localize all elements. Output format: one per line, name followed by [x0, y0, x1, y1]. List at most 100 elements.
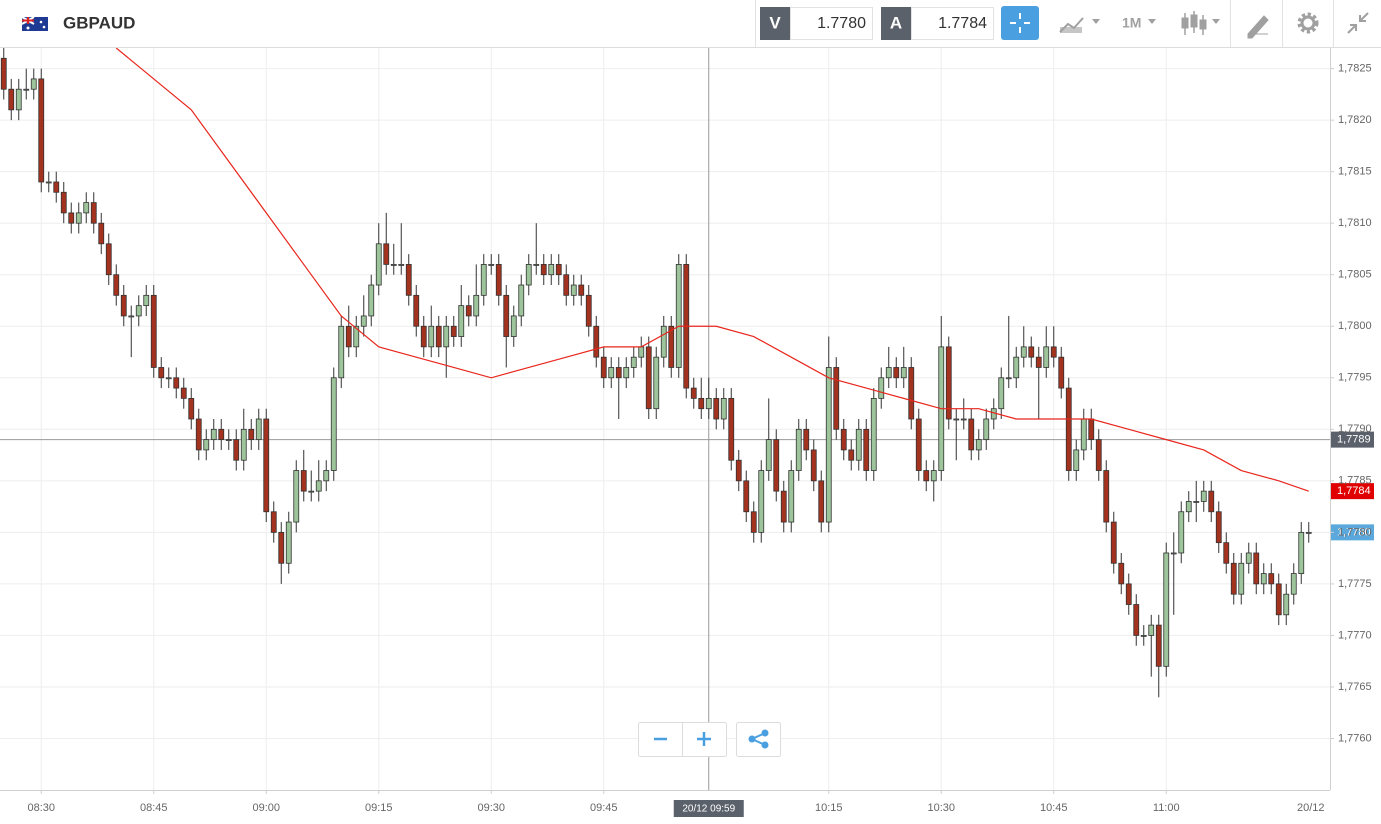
candle-body [480, 264, 487, 296]
candle-body [413, 294, 420, 327]
candle-body [1103, 470, 1110, 523]
candle-style-menu[interactable] [1181, 11, 1220, 35]
timeframe: 1M [1122, 15, 1141, 31]
candle-body [803, 428, 810, 451]
candle-body [383, 243, 390, 265]
candle-body [863, 428, 870, 471]
candle-body [1073, 449, 1080, 471]
crosshair-toggle[interactable] [1001, 6, 1039, 40]
share[interactable] [736, 722, 781, 757]
candle-body [893, 367, 900, 379]
y-tick-label: 1,7765 [1338, 681, 1372, 693]
zoom-controls [638, 722, 781, 757]
candle-body [1155, 624, 1162, 667]
candle-body [1193, 501, 1200, 503]
x-tick-label: 08:30 [27, 802, 55, 814]
candle-body [158, 367, 165, 379]
candle-body [525, 264, 532, 286]
candle-body [60, 191, 67, 214]
candle-body [1238, 562, 1245, 595]
candle-body [968, 418, 975, 451]
candle-body [360, 315, 367, 327]
candle-body [150, 294, 157, 368]
candle-body [1305, 531, 1312, 534]
candle-body [315, 480, 322, 492]
candle-body [353, 325, 360, 348]
candle-body [128, 315, 135, 318]
candle-body [758, 470, 765, 533]
candle-body [960, 418, 967, 421]
candle-body [390, 264, 397, 266]
candle-body [45, 181, 52, 184]
candle-body [1268, 573, 1275, 585]
candle-body [1058, 356, 1065, 389]
candle-body [1170, 552, 1177, 555]
candle-body [563, 274, 570, 296]
candle-body [735, 459, 742, 482]
candle-body [495, 264, 502, 296]
candle-body [1260, 573, 1267, 585]
y-tick-label: 1,7775 [1338, 578, 1372, 590]
candle-body [788, 470, 795, 523]
candle-body [300, 470, 307, 492]
candle-body [38, 78, 45, 183]
candle-body [638, 346, 645, 358]
candle-body [210, 428, 217, 441]
candle-body [240, 428, 247, 461]
candle-body [540, 264, 547, 276]
candle-body [885, 367, 892, 379]
candle-body [23, 88, 30, 91]
candle-body [1298, 531, 1305, 574]
candle-body [698, 397, 705, 410]
fullscreen[interactable] [1347, 12, 1369, 34]
candle-body [653, 356, 660, 410]
candle-body [1140, 635, 1147, 637]
candle-body [1178, 511, 1185, 554]
buy-button[interactable]: A 1.7784 [881, 7, 994, 40]
candle-body [660, 325, 667, 358]
candle-body [1028, 346, 1035, 358]
candle-body [570, 284, 577, 296]
candle-body [0, 57, 7, 90]
candle-body [458, 305, 465, 337]
y-tick-label: 1,7810 [1338, 217, 1372, 229]
y-tick-label: 1,7785 [1338, 475, 1372, 487]
candle-body [728, 397, 735, 461]
candle-body [833, 367, 840, 430]
y-tick-label: 1,7820 [1338, 114, 1372, 126]
candle-body [420, 325, 427, 348]
candle-body [945, 346, 952, 420]
candle-body [1245, 552, 1252, 564]
flag [21, 16, 48, 31]
candle-body [8, 88, 15, 111]
zoom-out[interactable] [639, 723, 682, 756]
candle-body [593, 325, 600, 358]
y-tick-label: 1,7805 [1338, 269, 1372, 281]
candle-body [68, 212, 75, 224]
x-tick-label: 10:30 [927, 802, 955, 814]
candle-body [623, 367, 630, 379]
settings[interactable] [1297, 12, 1319, 34]
candle-body [915, 418, 922, 471]
chart-type-menu[interactable] [1059, 17, 1100, 33]
zoom-in[interactable] [683, 723, 726, 756]
candle-body [450, 325, 457, 337]
candle-body [1080, 418, 1087, 451]
candle-body [668, 325, 675, 368]
candle-body [135, 305, 142, 317]
candle-body [488, 264, 495, 266]
candle-body [1035, 356, 1042, 368]
drawing-tool[interactable] [1247, 15, 1269, 39]
candle-body [765, 439, 772, 471]
timeframe-menu[interactable]: 1M [1122, 15, 1156, 31]
candle-body [1148, 624, 1155, 636]
candle-body [180, 387, 187, 399]
candle-body [165, 377, 172, 380]
candle-body [548, 264, 555, 276]
candle-body [105, 243, 112, 276]
candle-body [705, 397, 712, 410]
sell-button[interactable]: V 1.7780 [760, 7, 873, 40]
candle-body [975, 439, 982, 451]
candle-body [405, 264, 412, 296]
